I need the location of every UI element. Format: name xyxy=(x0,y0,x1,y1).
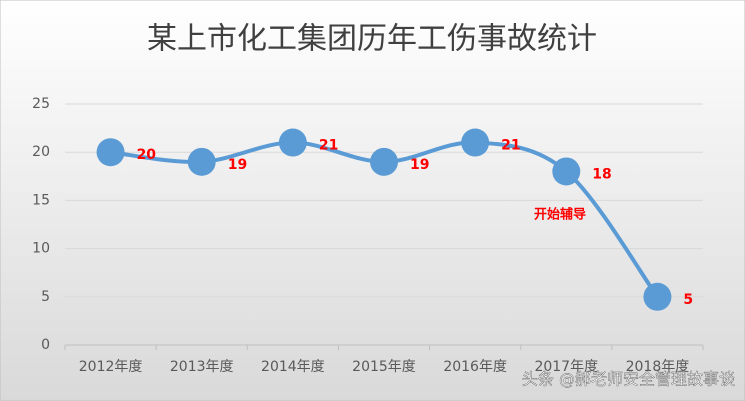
marker xyxy=(187,147,216,176)
marker xyxy=(643,282,672,311)
marker xyxy=(370,147,398,176)
data-label: 19 xyxy=(410,157,429,173)
y-tick-label: 25 xyxy=(32,96,50,112)
y-tick-label: 0 xyxy=(41,337,50,353)
y-tick-label: 5 xyxy=(41,289,50,305)
data-label: 21 xyxy=(501,138,520,154)
x-tick-label: 2014年度 xyxy=(261,359,325,375)
y-tick-label: 15 xyxy=(32,192,50,208)
data-label: 19 xyxy=(228,157,247,173)
x-tick-label: 2017年度 xyxy=(534,359,598,375)
marker xyxy=(278,128,307,157)
watermark: 头条 @郝老师安全管理故事谈 xyxy=(522,370,735,389)
data-label: 18 xyxy=(592,166,611,182)
marker xyxy=(552,157,581,186)
data-label: 21 xyxy=(319,138,338,154)
data-label: 20 xyxy=(137,147,157,163)
y-tick-label: 20 xyxy=(32,144,50,160)
chart-title: 某上市化工集团历年工伤事故统计 xyxy=(147,22,597,57)
y-tick-label: 10 xyxy=(32,241,50,257)
x-tick-label: 2012年度 xyxy=(79,359,143,375)
marker xyxy=(461,128,490,157)
x-tick-label: 2016年度 xyxy=(443,359,507,375)
x-tick-label: 2015年度 xyxy=(352,359,416,375)
marker xyxy=(96,138,125,167)
x-tick-label: 2018年度 xyxy=(626,359,690,375)
data-label: 5 xyxy=(683,292,693,308)
x-tick-label: 2013年度 xyxy=(170,359,234,375)
annotation: 开始辅导 xyxy=(534,207,586,223)
